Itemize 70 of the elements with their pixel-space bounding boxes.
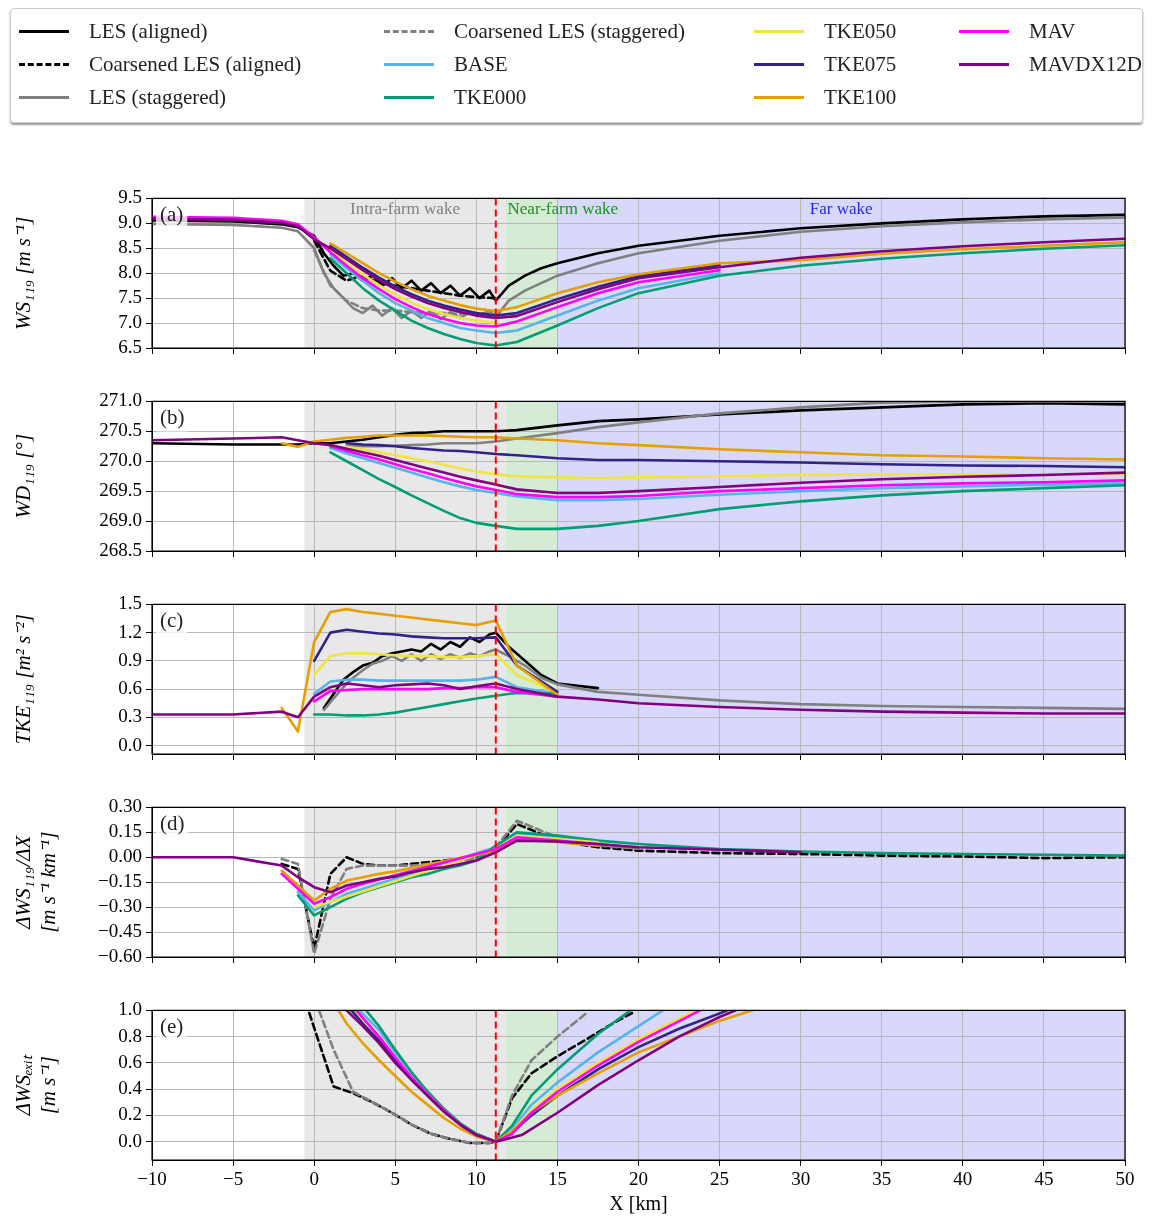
y-axis-title: WD₁₁₉ [°] bbox=[11, 433, 36, 519]
y-tick-label: 0.4 bbox=[118, 1077, 143, 1099]
band-label: Far wake bbox=[809, 199, 873, 219]
legend-label: MAV bbox=[1029, 19, 1076, 44]
x-tick-label: −10 bbox=[137, 1168, 167, 1190]
y-tick-label: 1.2 bbox=[118, 620, 142, 642]
y-tick-label: 8.0 bbox=[118, 261, 142, 283]
y-tick-label: 7.0 bbox=[118, 311, 142, 333]
y-axis-title: ΔWSₑₓᵢₜ [m s⁻¹] bbox=[11, 1054, 61, 1117]
y-tick-label: 7.5 bbox=[118, 286, 142, 308]
y-tick-label: 0.30 bbox=[108, 795, 142, 817]
x-tick-label: 25 bbox=[710, 1168, 730, 1190]
y-tick-label: 1.5 bbox=[118, 592, 142, 614]
x-tick-label: −5 bbox=[222, 1168, 244, 1190]
x-axis-title: X [km] bbox=[609, 1192, 668, 1215]
y-tick-label: 269.5 bbox=[99, 479, 142, 501]
y-tick-label: 0.0 bbox=[118, 733, 142, 755]
annotation: (b) bbox=[160, 405, 185, 430]
legend-label: TKE050 bbox=[824, 19, 897, 44]
y-tick-label: 0.00 bbox=[108, 845, 142, 867]
band-label: Near-farm wake bbox=[507, 199, 619, 219]
legend-label: MAVDX12D bbox=[1029, 52, 1142, 77]
y-tick-label: 0.6 bbox=[118, 1050, 142, 1072]
x-tick-label: 35 bbox=[872, 1168, 892, 1190]
x-tick-label: 50 bbox=[1115, 1168, 1135, 1190]
annotation: (e) bbox=[160, 1014, 184, 1039]
legend-label: Coarsened LES (staggered) bbox=[454, 19, 685, 44]
y-tick-label: 0.8 bbox=[118, 1024, 142, 1046]
annotation: (d) bbox=[160, 811, 185, 836]
x-tick-label: 0 bbox=[309, 1168, 319, 1190]
x-tick-label: 30 bbox=[791, 1168, 811, 1190]
legend-label: Coarsened LES (aligned) bbox=[89, 52, 302, 77]
y-tick-label: 271.0 bbox=[99, 389, 142, 411]
y-tick-label: −0.15 bbox=[98, 870, 142, 892]
legend-label: TKE100 bbox=[824, 85, 897, 110]
y-tick-label: 0.9 bbox=[118, 648, 142, 670]
y-axis-title: ΔWS₁₁₉/ΔX [m s⁻¹ km⁻¹] bbox=[11, 831, 61, 933]
x-tick-label: 15 bbox=[547, 1168, 567, 1190]
y-tick-label: 9.5 bbox=[118, 186, 142, 208]
y-tick-label: 270.5 bbox=[99, 419, 142, 441]
x-tick-label: 45 bbox=[1034, 1168, 1054, 1190]
y-tick-label: 6.5 bbox=[118, 335, 142, 357]
annotation: (c) bbox=[160, 608, 184, 633]
legend-label: TKE075 bbox=[824, 52, 897, 77]
y-tick-label: 270.0 bbox=[99, 449, 142, 471]
legend-label: LES (aligned) bbox=[89, 19, 208, 44]
annotation: (a) bbox=[160, 202, 184, 227]
y-tick-label: 268.5 bbox=[99, 538, 142, 560]
x-tick-label: 20 bbox=[629, 1168, 648, 1190]
y-tick-label: 1.0 bbox=[118, 998, 142, 1020]
y-tick-label: −0.30 bbox=[98, 895, 142, 917]
y-axis-title: WS₁₁₉ [m s⁻¹] bbox=[11, 216, 36, 330]
y-tick-label: 9.0 bbox=[118, 211, 142, 233]
y-axis-title: TKE₁₁₉ [m² s⁻²] bbox=[11, 614, 36, 745]
legend-label: TKE000 bbox=[454, 85, 527, 110]
y-tick-label: −0.60 bbox=[98, 944, 142, 966]
y-tick-label: 0.3 bbox=[118, 705, 142, 727]
x-tick-label: 40 bbox=[953, 1168, 973, 1190]
legend-label: LES (staggered) bbox=[89, 85, 227, 110]
y-tick-label: 0.6 bbox=[118, 677, 142, 699]
y-tick-label: 0.0 bbox=[118, 1129, 142, 1151]
legend-label: BASE bbox=[454, 52, 508, 77]
y-tick-label: 0.2 bbox=[118, 1103, 142, 1125]
band-label: Intra-farm wake bbox=[350, 199, 460, 219]
y-tick-label: 8.5 bbox=[118, 236, 142, 258]
y-tick-label: 0.15 bbox=[108, 820, 142, 842]
y-tick-label: −0.45 bbox=[98, 920, 142, 942]
x-tick-label: 5 bbox=[390, 1168, 400, 1190]
y-tick-label: 269.0 bbox=[99, 509, 142, 531]
x-tick-label: 10 bbox=[466, 1168, 486, 1190]
